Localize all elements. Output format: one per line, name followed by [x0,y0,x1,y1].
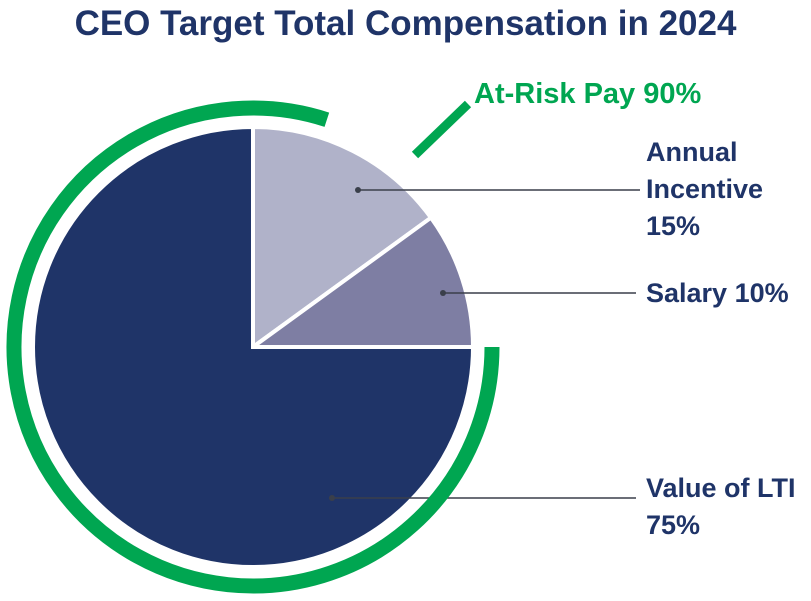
label-salary: Salary 10% [646,275,789,312]
label-value: 75% [646,510,701,540]
label-value: 15% [646,211,701,241]
label-text: Salary [646,278,728,308]
at-risk-arc [6,100,500,594]
chart-title: CEO Target Total Compensation in 2024 [74,4,737,43]
label-lti: Value of LTI 75% [646,470,796,544]
at-risk-leader [411,100,472,159]
slice-salary [246,214,476,349]
slice-lti [31,124,476,569]
leader-dot [440,290,446,296]
label-text: Value of LTI [646,473,796,503]
leader-dot [355,187,361,193]
label-annual-incentive: Annual Incentive 15% [646,134,811,245]
label-value: 10% [734,278,789,308]
slice-annual-incentive [251,124,434,351]
leader-dot [329,495,335,501]
at-risk-label: At-Risk Pay 90% [474,78,702,110]
label-text: Annual Incentive [646,137,764,204]
